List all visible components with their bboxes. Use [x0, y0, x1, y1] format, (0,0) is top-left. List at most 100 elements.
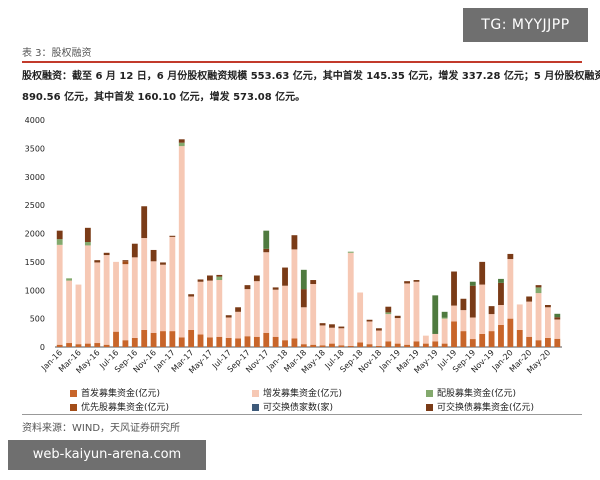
bar-exchangeable-May-18 — [319, 323, 326, 326]
bar-rights-Feb-17 — [178, 142, 185, 147]
bar-ipo-Oct-19 — [479, 333, 486, 347]
bar-seo-Dec-16 — [160, 264, 166, 332]
bar-seo-Apr-19 — [422, 335, 429, 344]
bar-exchangeable-Oct-18 — [366, 319, 373, 322]
summary-paragraph: 股权融资：截至 6 月 12 日，6 月份股权融资规模 553.63 亿元，其中… — [22, 66, 600, 108]
bar-seo-Mar-20 — [526, 301, 533, 337]
bar-rights_extra-Mar-18 — [300, 269, 307, 290]
legend-swatch — [70, 404, 77, 411]
bar-exchangeable-May-17 — [207, 275, 213, 281]
bar-ipo-Nov-16 — [150, 332, 157, 347]
bar-ipo-Feb-20 — [516, 329, 523, 347]
bar-seo-Jun-20 — [554, 319, 561, 339]
bar-ipo-Dec-17 — [272, 336, 279, 347]
bar-exchangeable-Mar-17 — [188, 294, 195, 297]
bar-exchangeable-Dec-19 — [498, 282, 504, 306]
bar-seo-May-19 — [432, 333, 439, 342]
legend-swatch — [252, 404, 259, 411]
bar-seo-Dec-18 — [385, 314, 392, 342]
bar-ipo-Jul-16 — [113, 331, 119, 347]
bar-exchangeable-Oct-16 — [141, 206, 148, 239]
summary-line-2: 890.56 亿元，其中首发 160.10 亿元，增发 573.08 亿元。 — [22, 92, 306, 103]
bar-seo-Feb-19 — [404, 283, 410, 345]
bar-ipo-Aug-18 — [347, 345, 354, 347]
bar-exchangeable-Nov-16 — [150, 249, 157, 262]
legend-label: 可交换债家数(家) — [263, 403, 334, 413]
bar-exchangeable-Jul-17 — [225, 315, 232, 318]
equity-financing-chart: 05001000150020002500300035004000Jan-16Ma… — [25, 116, 562, 375]
bar-ipo-Apr-18 — [310, 344, 317, 347]
bar-ipo-Aug-16 — [122, 340, 129, 347]
legend-item-rights: 配股募集资金(亿元) — [426, 386, 516, 399]
bar-seo-Nov-18 — [376, 330, 382, 346]
bar-seo-Sep-19 — [469, 317, 476, 340]
legend-label: 首发募集资金(亿元) — [81, 389, 161, 399]
bar-exchangeable-Jun-18 — [329, 324, 335, 328]
legend-label: 配股募集资金(亿元) — [437, 389, 517, 399]
bar-seo-May-20 — [545, 307, 551, 338]
bar-exchangeable-May-20 — [545, 305, 551, 308]
bar-exchangeable-Aug-17 — [235, 307, 241, 312]
legend-label: 增发募集资金(亿元) — [263, 389, 343, 399]
bar-ipo-Jan-16 — [56, 344, 63, 347]
bar-seo-Aug-19 — [460, 310, 467, 332]
legend-swatch — [426, 390, 433, 397]
bar-exchangeable-Jan-16 — [56, 230, 63, 240]
bar-ipo-Jun-18 — [329, 343, 335, 347]
bar-ipo-May-18 — [319, 345, 326, 347]
caption-rule — [22, 61, 582, 63]
bar-exchangeable-Feb-19 — [404, 281, 410, 284]
bar-seo-Sep-17 — [244, 289, 251, 337]
figure-caption: 表 3：股权融资 — [22, 48, 92, 59]
bar-seo-Jul-16 — [113, 261, 119, 332]
bar-seo-Dec-17 — [272, 289, 279, 337]
bar-exchangeable-Feb-17 — [178, 139, 185, 143]
bar-ipo-Dec-18 — [385, 341, 392, 347]
bar-ipo-Feb-19 — [404, 344, 410, 347]
bar-exchangeable-Dec-18 — [385, 306, 392, 313]
bar-ipo-Aug-19 — [460, 331, 467, 347]
data-source: 资料来源：WIND，天风证券研究所 — [22, 423, 181, 434]
bar-ipo-Mar-17 — [188, 329, 195, 347]
bar-exchangeable-Oct-19 — [479, 261, 486, 285]
bar-exchangeable-Oct-17 — [253, 275, 260, 282]
y-tick-label: 1000 — [25, 286, 45, 295]
bar-ipo-Jan-18 — [282, 340, 288, 347]
bar-exchangeable-Apr-17 — [197, 279, 204, 282]
y-tick-label: 500 — [30, 315, 45, 324]
bar-seo-Oct-16 — [141, 238, 148, 330]
y-tick-label: 3500 — [25, 144, 45, 153]
bar-rights-Jun-19 — [441, 317, 448, 319]
bar-ipo-Jun-19 — [441, 343, 448, 347]
bar-ipo-Jan-19 — [394, 343, 401, 347]
bar-exchangeable-Jun-17 — [216, 274, 223, 277]
bar-exchangeable-Nov-19 — [488, 306, 495, 315]
bar-exchangeable-Sep-19 — [469, 285, 476, 318]
bar-seo-Apr-17 — [197, 281, 204, 335]
bar-ipo-Dec-19 — [498, 324, 504, 347]
legend-swatch — [70, 390, 77, 397]
y-tick-label: 0 — [40, 343, 45, 352]
y-tick-label: 2000 — [25, 230, 45, 239]
bar-exchangeable-Sep-16 — [131, 243, 138, 258]
bar-exchangeable-Nov-18 — [376, 328, 382, 331]
watermark-top: TG: MYYJJPP — [463, 8, 588, 42]
bar-ipo-May-16 — [94, 343, 101, 347]
bar-seo-Jul-19 — [451, 305, 457, 322]
bar-seo-Jun-18 — [329, 327, 335, 344]
bar-exchangeable-Jul-19 — [451, 271, 457, 306]
bar-seo-Jan-20 — [507, 259, 514, 319]
bar-ipo-Feb-18 — [291, 338, 298, 347]
bar-ipo-May-17 — [207, 337, 213, 347]
bar-seo-Jan-17 — [169, 236, 176, 332]
bar-seo-Jul-17 — [225, 317, 232, 338]
bar-ipo-Jun-20 — [554, 338, 561, 347]
bar-exchangeable-Mar-20 — [526, 296, 533, 302]
bar-seo-Mar-17 — [188, 296, 195, 330]
bar-seo-Apr-16 — [84, 245, 91, 344]
bar-rights-Feb-16 — [66, 278, 72, 281]
bar-ipo-Mar-19 — [413, 341, 420, 347]
bar-ipo-Sep-16 — [131, 337, 138, 347]
legend-item-seo: 增发募集资金(亿元) — [252, 386, 342, 399]
bar-exchangeable-Jan-19 — [394, 315, 401, 319]
